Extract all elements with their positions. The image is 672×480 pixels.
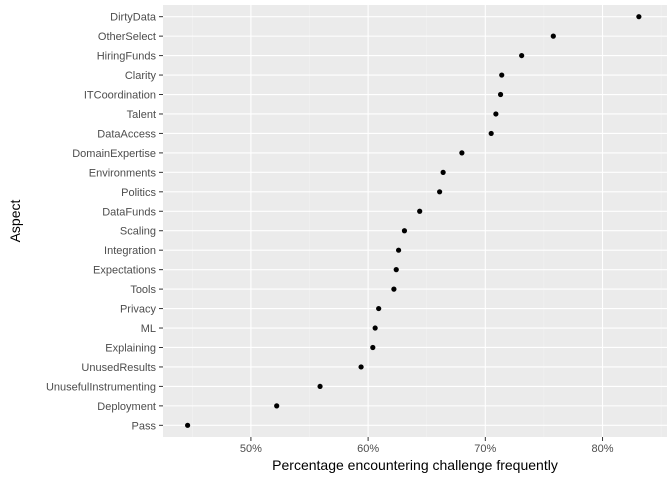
data-point bbox=[391, 286, 397, 292]
y-tick-label: Environments bbox=[89, 167, 157, 179]
data-point bbox=[519, 52, 525, 59]
y-tick-label: HiringFunds bbox=[97, 51, 157, 63]
data-point bbox=[437, 189, 443, 195]
y-tick-label: Privacy bbox=[120, 304, 157, 316]
y-tick-label: Tools bbox=[130, 284, 156, 296]
y-tick-label: ITCoordination bbox=[84, 90, 156, 102]
x-tick-label: 80% bbox=[592, 443, 614, 455]
x-axis-title: Percentage encountering challenge freque… bbox=[272, 457, 558, 473]
y-tick-label: ML bbox=[141, 323, 156, 335]
data-point bbox=[440, 169, 446, 175]
data-point bbox=[499, 72, 505, 78]
x-tick-label: 70% bbox=[474, 443, 496, 455]
y-tick-label: UnusefulInstrumenting bbox=[46, 381, 156, 393]
y-tick-label: Expectations bbox=[93, 265, 156, 277]
y-axis-ticks: DirtyData OtherSelect HiringFunds Clarity IT… bbox=[46, 12, 163, 432]
data-point bbox=[401, 228, 408, 234]
y-tick-label: Clarity bbox=[125, 70, 157, 82]
y-tick-label: Politics bbox=[121, 187, 156, 199]
y-tick-label: DataAccess bbox=[97, 128, 156, 140]
major-gridlines bbox=[163, 5, 667, 437]
y-axis-title: Aspect bbox=[7, 199, 23, 242]
data-point bbox=[317, 383, 323, 390]
data-point bbox=[376, 305, 382, 312]
data-point bbox=[393, 267, 399, 273]
data-point bbox=[370, 344, 376, 351]
data-point bbox=[358, 364, 364, 370]
data-point bbox=[636, 14, 642, 20]
data-point bbox=[493, 111, 499, 117]
data-point bbox=[550, 33, 556, 39]
y-tick-label: DirtyData bbox=[110, 12, 157, 24]
y-tick-label: DomainExpertise bbox=[72, 148, 156, 160]
y-tick-label: Explaining bbox=[105, 342, 156, 354]
minor-gridlines bbox=[192, 5, 662, 437]
x-tick-label: 60% bbox=[357, 443, 379, 455]
data-point bbox=[372, 325, 378, 331]
panel-background bbox=[163, 5, 667, 437]
y-tick-label: Integration bbox=[104, 245, 156, 257]
y-tick-label: Scaling bbox=[120, 226, 156, 238]
x-axis-ticks: 50% 60% 70% 80% bbox=[240, 437, 614, 455]
y-tick-label: UnusedResults bbox=[81, 362, 156, 374]
y-tick-label: Talent bbox=[127, 109, 156, 121]
data-point bbox=[185, 422, 191, 428]
y-tick-label: Pass bbox=[132, 420, 157, 432]
x-tick-label: 50% bbox=[240, 443, 262, 455]
data-point bbox=[459, 150, 465, 156]
data-point bbox=[497, 91, 504, 98]
data-point bbox=[274, 403, 280, 409]
data-points bbox=[185, 14, 642, 428]
y-tick-label: DataFunds bbox=[102, 206, 156, 218]
data-point bbox=[417, 208, 423, 214]
data-point bbox=[488, 130, 494, 137]
y-tick-label: Deployment bbox=[97, 401, 156, 413]
data-point bbox=[395, 247, 402, 253]
y-tick-label: OtherSelect bbox=[98, 31, 156, 43]
